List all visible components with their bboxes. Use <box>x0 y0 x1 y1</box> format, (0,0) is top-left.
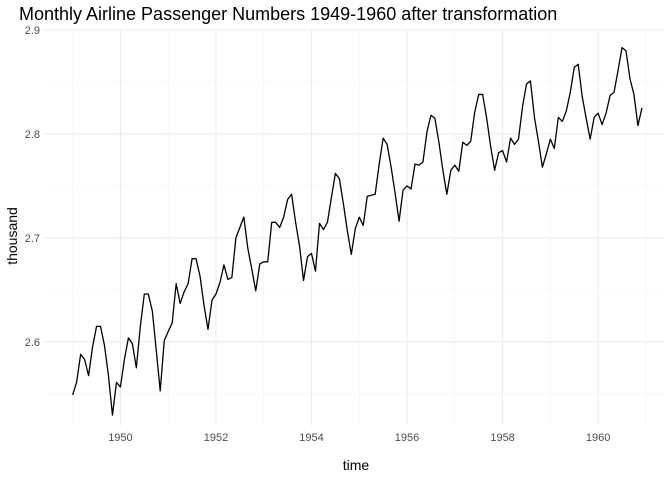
y-axis-ticks: 2.6 2.7 2.8 2.9 <box>25 25 40 349</box>
minor-gridlines <box>44 30 665 425</box>
x-tick-label: 1960 <box>586 432 610 444</box>
y-tick-label: 2.8 <box>25 129 40 141</box>
y-axis-title: thousand <box>4 207 20 265</box>
x-tick-label: 1954 <box>299 432 323 444</box>
x-tick-label: 1958 <box>490 432 514 444</box>
y-tick-label: 2.6 <box>25 337 40 349</box>
x-axis-title: time <box>343 457 370 473</box>
x-tick-label: 1950 <box>108 432 132 444</box>
series-line <box>72 47 643 416</box>
y-tick-label: 2.7 <box>25 233 40 245</box>
series-layer <box>72 47 643 416</box>
x-axis-ticks: 1950 1952 1954 1956 1958 1960 <box>108 432 610 444</box>
chart-title: Monthly Airline Passenger Numbers 1949-1… <box>19 4 558 24</box>
y-tick-label: 2.9 <box>25 25 40 37</box>
x-tick-label: 1956 <box>395 432 419 444</box>
x-tick-label: 1952 <box>204 432 228 444</box>
